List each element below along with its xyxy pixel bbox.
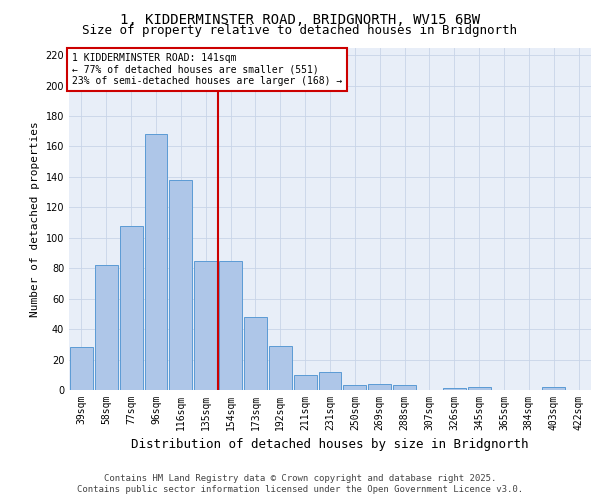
Text: 1, KIDDERMINSTER ROAD, BRIDGNORTH, WV15 6BW: 1, KIDDERMINSTER ROAD, BRIDGNORTH, WV15 …: [120, 12, 480, 26]
Bar: [542, 387, 565, 390]
Bar: [95, 265, 118, 390]
Bar: [468, 387, 491, 390]
Bar: [269, 346, 292, 390]
Bar: [120, 226, 143, 390]
Bar: [194, 260, 217, 390]
Bar: [368, 384, 391, 390]
Text: 1 KIDDERMINSTER ROAD: 141sqm
← 77% of detached houses are smaller (551)
23% of s: 1 KIDDERMINSTER ROAD: 141sqm ← 77% of de…: [71, 52, 342, 86]
Bar: [244, 317, 267, 390]
Text: Size of property relative to detached houses in Bridgnorth: Size of property relative to detached ho…: [83, 24, 517, 37]
Bar: [343, 386, 366, 390]
Bar: [219, 260, 242, 390]
Bar: [70, 348, 93, 390]
Bar: [319, 372, 341, 390]
Bar: [443, 388, 466, 390]
Bar: [145, 134, 167, 390]
X-axis label: Distribution of detached houses by size in Bridgnorth: Distribution of detached houses by size …: [131, 438, 529, 452]
Bar: [294, 375, 317, 390]
Text: Contains HM Land Registry data © Crown copyright and database right 2025.
Contai: Contains HM Land Registry data © Crown c…: [77, 474, 523, 494]
Bar: [169, 180, 192, 390]
Bar: [393, 386, 416, 390]
Y-axis label: Number of detached properties: Number of detached properties: [30, 121, 40, 316]
